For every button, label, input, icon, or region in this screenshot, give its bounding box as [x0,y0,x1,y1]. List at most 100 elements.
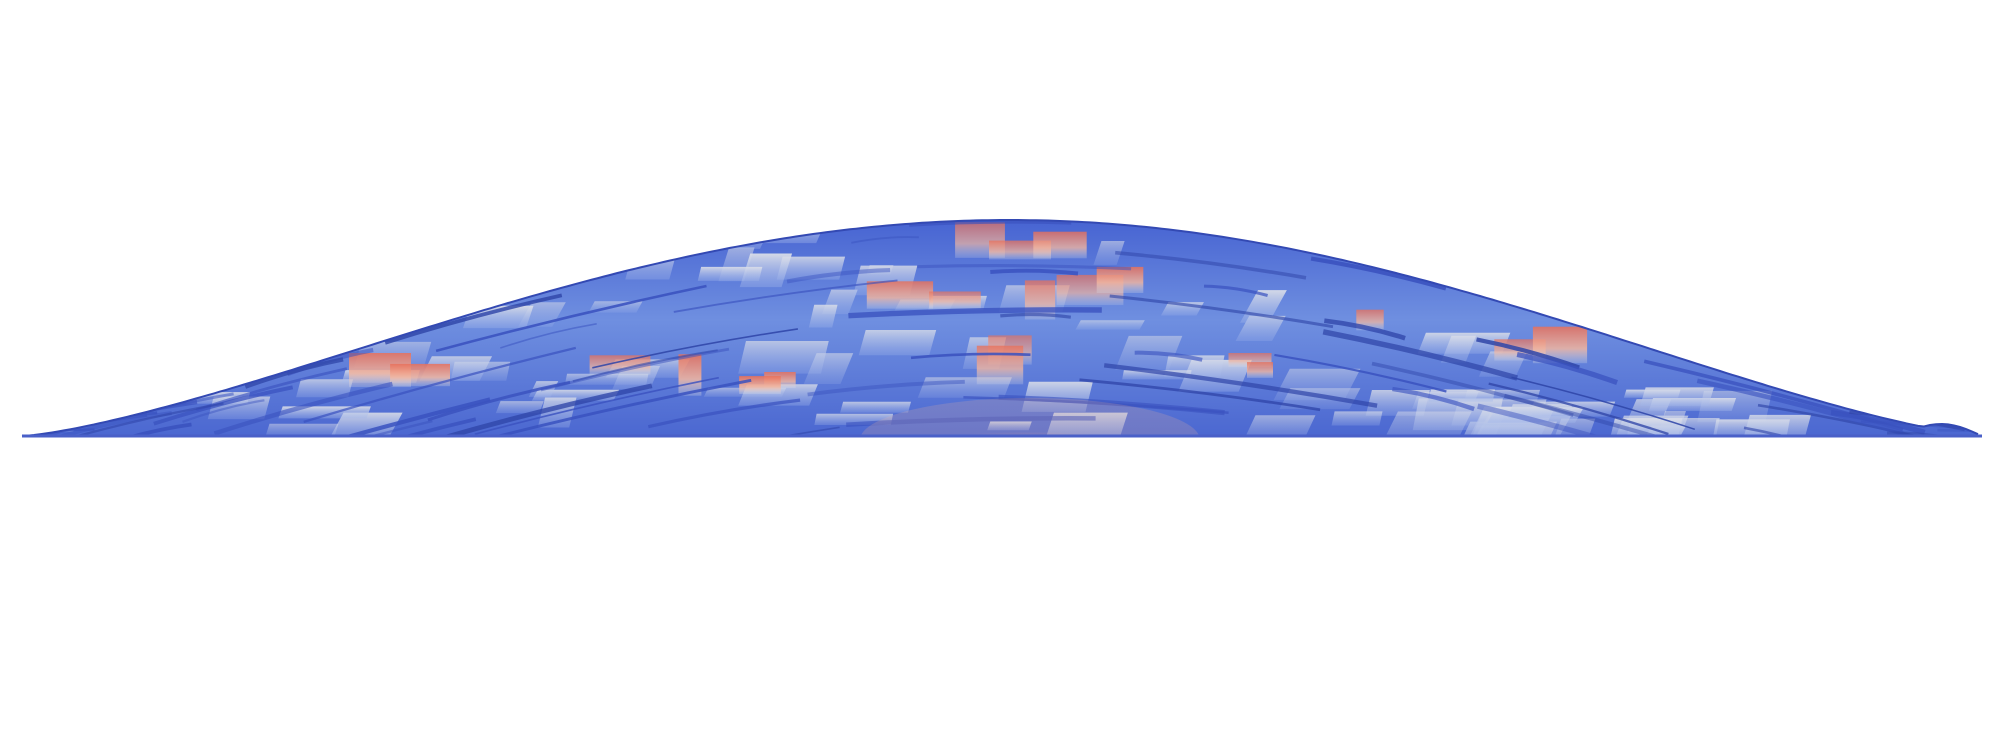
layer-stripe [1503,393,1746,436]
neutral-patch [0,411,5,436]
neutral-patch [85,402,114,411]
layer-stripe [1511,376,1696,431]
layer-stripe [990,268,1079,276]
layer-stripe [1477,403,1680,436]
layer-stripe [1488,382,1669,436]
neutral-patch [1609,418,1683,436]
neutral-patch [38,388,130,421]
layer-stripe [673,279,898,313]
neutral-patch [1244,415,1316,436]
warm-patch [976,345,1024,385]
layer-stripe [1516,351,1618,386]
neutral-patch [1093,241,1125,265]
neutral-patch [808,304,838,328]
layer-stripe [1371,361,1574,417]
warm-patch [929,291,981,309]
warm-patch [390,363,450,387]
layer-stripe [851,236,919,244]
layer-stripe [1079,378,1321,412]
layer-stripe [1643,359,1904,432]
neutral-patch [1365,390,1430,416]
layer-stripe [491,378,752,436]
layer-stripe [61,411,172,436]
layer-stripe [213,381,393,436]
neutral-patch [564,373,649,385]
neutral-patch [1381,411,1472,436]
layer-stripe [1696,378,1905,436]
layer-stripe [567,426,840,436]
mound-outline [21,219,1979,437]
neutral-patch [1331,411,1383,426]
neutral-patch [1742,414,1811,436]
warm-patch [739,376,781,394]
layer-stripe [1274,353,1447,393]
layer-stripe [1109,294,1334,329]
layer-stripe [1103,363,1378,408]
layer-stripe [910,352,1031,360]
neutral-patch [410,301,437,325]
layer-stripe [1134,350,1203,362]
layer-stripe [474,376,719,436]
neutral-patch [22,405,51,430]
layer-stripe [244,357,344,389]
layer-stripe [190,419,433,436]
layer-stripe [67,402,224,436]
layer-stripe [1743,426,1836,436]
neutral-patch [776,256,846,280]
neutral-patch [1552,418,1596,436]
neutral-patch [22,397,35,429]
layer-stripe [1115,250,1307,280]
neutral-patch [49,385,118,398]
neutral-patch [697,266,763,281]
layer-stripe [304,417,477,436]
core-hot-zone [860,398,1200,436]
neutral-patch [496,259,526,279]
neutral-patch [1640,387,1714,406]
neutral-patch [858,330,937,356]
neutral-patch [1697,390,1773,423]
neutral-patch [1508,404,1573,418]
layer-stripe [384,293,563,345]
layer-stripe [786,268,891,284]
layer-stripe [500,323,597,349]
neutral-patch [64,385,99,412]
mound-layers [0,220,1982,436]
layer-stripe [1757,403,1942,436]
neutral-patch [301,327,353,352]
layer-stripe [540,347,730,392]
layer-stripe [917,264,1132,271]
neutral-patch [738,341,829,374]
layer-stripe [1476,337,1580,370]
neutral-patch [1440,335,1477,363]
warm-patch [1247,362,1273,378]
layer-stripe [1203,284,1268,297]
neutral-patch [40,410,118,422]
neutral-patch [265,423,339,436]
neutral-patch [22,401,40,421]
layer-stripe [441,383,653,436]
layer-stripe [303,346,577,424]
layer-stripe [647,398,801,429]
layer-stripe [807,379,965,397]
layer-stripe [848,307,1102,319]
layer-stripe [1324,318,1406,341]
neutral-patch [233,324,296,347]
neutral-patch [156,377,204,396]
layer-stripe [1000,312,1072,319]
layer-stripe [1322,329,1518,381]
warm-patch [866,281,934,309]
layer-stripes [22,220,1982,436]
warm-patch [1033,231,1087,259]
layer-stripe [1310,256,1447,291]
layer-stripe [1937,428,1982,436]
neutral-patch [495,401,544,414]
neutral-patch [296,379,354,398]
warm-patch [1096,266,1144,293]
neutral-patch [840,401,912,413]
layer-stripe [182,399,265,423]
warm-patch [589,355,651,375]
layer-stripe [1392,386,1475,412]
neutral-patch [242,337,287,363]
